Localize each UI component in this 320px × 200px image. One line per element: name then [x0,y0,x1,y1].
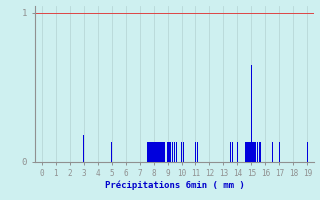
Bar [251,65,252,162]
Bar [111,142,112,162]
Bar [195,142,196,162]
Bar [149,142,151,162]
Bar [167,142,168,162]
Bar [245,142,247,162]
Bar [158,142,160,162]
Bar [168,142,170,162]
Bar [257,142,259,162]
Bar [163,142,164,162]
Bar [197,142,198,162]
Bar [174,142,175,162]
Bar [153,142,154,162]
Bar [157,142,158,162]
Bar [253,142,255,162]
Bar [248,142,249,162]
Bar [160,142,161,162]
Bar [230,142,231,162]
Bar [232,142,233,162]
Bar [156,142,157,162]
X-axis label: Précipitations 6min ( mm ): Précipitations 6min ( mm ) [105,181,244,190]
Bar [272,142,273,162]
Bar [252,142,253,162]
Bar [172,142,173,162]
Bar [170,142,171,162]
Bar [161,142,163,162]
Bar [151,142,153,162]
Bar [181,142,182,162]
Bar [164,142,165,162]
Bar [147,142,148,162]
Bar [176,142,177,162]
Bar [154,142,156,162]
Bar [259,142,260,162]
Bar [247,142,248,162]
Bar [83,135,84,162]
Bar [255,142,256,162]
Bar [249,142,251,162]
Bar [183,142,184,162]
Bar [237,142,238,162]
Bar [279,142,280,162]
Bar [307,142,308,162]
